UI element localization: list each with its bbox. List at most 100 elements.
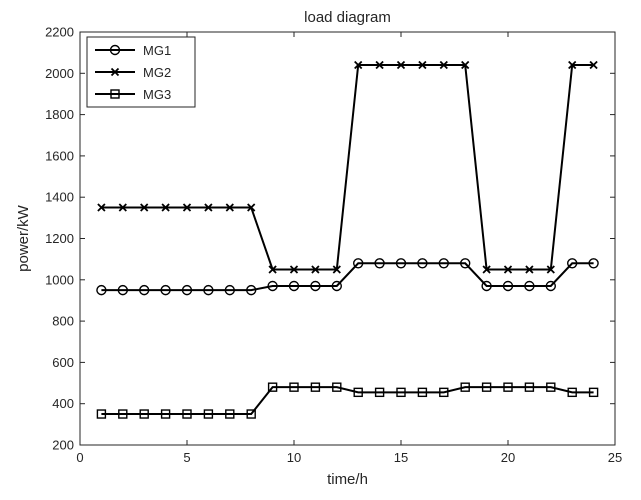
legend-marker-mg1 <box>109 44 121 56</box>
data-point-mg1 <box>117 284 129 296</box>
data-point-mg1 <box>395 258 407 269</box>
data-point-mg1 <box>245 284 257 296</box>
data-point-mg2 <box>332 265 341 274</box>
data-point-mg3 <box>139 409 149 419</box>
data-point-mg2 <box>161 203 170 212</box>
y-tick-label: 1000 <box>45 272 74 287</box>
data-point-mg3 <box>460 382 470 392</box>
x-tick-label: 10 <box>287 450 301 465</box>
data-point-mg1 <box>374 258 385 269</box>
series-mg2 <box>97 60 598 274</box>
data-point-mg3 <box>353 387 363 398</box>
y-tick-label: 1200 <box>45 231 74 246</box>
legend-marker-mg3 <box>110 89 120 99</box>
data-point-mg3 <box>588 387 599 398</box>
data-point-mg3 <box>289 382 299 392</box>
data-point-mg1 <box>545 280 556 292</box>
data-point-mg3 <box>96 409 107 419</box>
data-point-mg3 <box>374 387 385 398</box>
data-point-mg2 <box>482 265 491 274</box>
series-layer <box>96 60 599 419</box>
data-point-mg2 <box>418 60 427 70</box>
data-point-mg2 <box>568 60 577 70</box>
data-point-mg1 <box>353 258 364 269</box>
y-tick-label: 1600 <box>45 148 74 163</box>
data-point-mg2 <box>118 203 127 212</box>
data-point-mg2 <box>546 265 555 274</box>
data-point-mg2 <box>225 203 234 212</box>
data-point-mg3 <box>160 409 171 419</box>
data-point-mg1 <box>438 258 449 269</box>
data-point-mg2 <box>247 203 256 212</box>
y-tick-label: 2000 <box>45 66 74 81</box>
data-point-mg2 <box>589 60 598 70</box>
data-point-mg3 <box>310 382 321 392</box>
data-point-mg1 <box>567 258 578 269</box>
data-point-mg1 <box>224 284 236 296</box>
data-point-mg1 <box>288 280 300 292</box>
data-point-mg3 <box>203 409 214 419</box>
x-tick-label: 5 <box>183 450 190 465</box>
data-point-mg2 <box>439 60 448 70</box>
data-point-mg2 <box>461 60 470 70</box>
data-point-mg3 <box>503 382 513 392</box>
data-point-mg3 <box>225 409 235 419</box>
data-point-mg3 <box>481 382 492 392</box>
data-point-mg1 <box>331 280 342 292</box>
series-mg1 <box>96 258 599 296</box>
legend-marker-mg2 <box>110 67 120 77</box>
legend-label-mg1: MG1 <box>143 43 171 58</box>
data-point-mg2 <box>204 203 213 212</box>
series-line-mg2 <box>101 64 594 271</box>
x-tick-label: 25 <box>608 450 622 465</box>
data-point-mg1 <box>160 284 171 296</box>
data-point-mg2 <box>354 60 363 70</box>
data-point-mg3 <box>417 387 428 398</box>
data-point-mg2 <box>268 265 277 274</box>
data-point-mg2 <box>375 60 384 70</box>
data-point-mg2 <box>289 265 299 274</box>
data-point-mg2 <box>97 203 106 212</box>
data-point-mg2 <box>503 265 513 274</box>
data-point-mg1 <box>96 284 107 296</box>
data-point-mg2 <box>182 203 192 212</box>
data-point-mg2 <box>140 203 149 212</box>
y-tick-label: 1400 <box>45 190 74 205</box>
data-point-mg2 <box>525 265 534 274</box>
data-point-mg3 <box>524 382 535 392</box>
legend: MG1 MG2 MG3 <box>86 36 196 108</box>
data-point-mg3 <box>546 382 556 392</box>
series-mg3 <box>96 382 599 419</box>
x-tick-label: 20 <box>501 450 515 465</box>
data-point-mg3 <box>332 382 342 392</box>
y-tick-label: 200 <box>52 438 74 453</box>
y-tick-label: 400 <box>52 396 74 411</box>
data-point-mg3 <box>439 387 449 398</box>
data-point-mg1 <box>310 280 321 292</box>
data-point-mg1 <box>588 258 599 269</box>
x-axis-label: time/h <box>327 471 368 488</box>
legend-label-mg3: MG3 <box>143 87 171 102</box>
data-point-mg3 <box>246 409 256 419</box>
y-axis-label: power/kW <box>15 204 32 272</box>
data-point-mg1 <box>267 280 278 292</box>
legend-label-mg2: MG2 <box>143 65 171 80</box>
x-tick-label: 0 <box>76 450 83 465</box>
data-point-mg1 <box>481 280 492 292</box>
data-point-mg3 <box>267 382 278 392</box>
plot-frame <box>79 31 616 446</box>
data-point-mg1 <box>203 284 214 296</box>
series-line-mg1 <box>101 262 594 292</box>
chart-title: load diagram <box>304 9 391 26</box>
data-point-mg1 <box>417 258 428 269</box>
data-point-mg3 <box>118 409 128 419</box>
data-point-mg1 <box>181 284 193 296</box>
data-point-mg2 <box>311 265 320 274</box>
data-point-mg1 <box>460 258 471 269</box>
y-tick-label: 800 <box>52 314 74 329</box>
y-tick-label: 600 <box>52 355 74 370</box>
x-tick-label: 15 <box>394 450 408 465</box>
y-tick-label: 2200 <box>45 25 74 40</box>
